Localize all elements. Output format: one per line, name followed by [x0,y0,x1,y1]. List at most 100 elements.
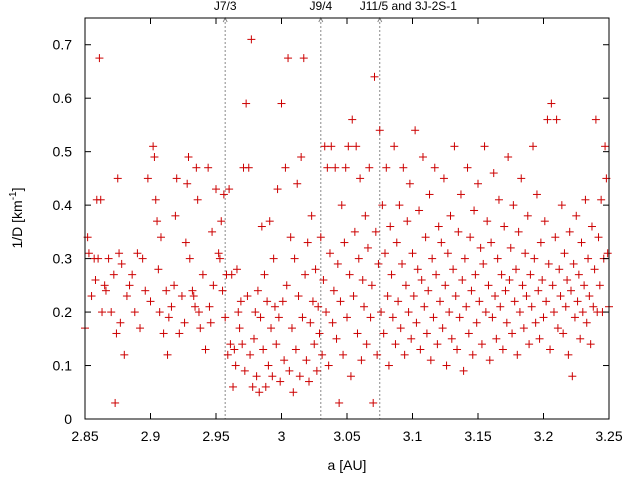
data-point [156,233,165,242]
data-point [256,313,265,322]
data-point [383,292,392,301]
data-point [181,238,190,247]
data-point [115,249,124,258]
data-point [229,382,238,391]
data-point [433,340,442,349]
data-point [180,318,189,327]
data-point [357,356,366,365]
data-point [293,179,302,188]
y-tick-label: 0.4 [53,197,73,213]
data-point [98,308,107,317]
data-point [346,372,355,381]
data-point [471,270,480,279]
data-point [420,302,429,311]
data-point [116,318,125,327]
data-point [184,153,193,162]
y-axis-ticks: 0 0.1 0.2 0.3 0.4 0.5 0.6 0.7 [53,37,609,427]
data-point [84,249,93,258]
y-tick-label: 0.3 [53,251,73,267]
data-point [429,313,438,322]
data-point [204,163,213,172]
data-point [308,297,317,306]
data-point [560,249,569,258]
data-point [377,308,386,317]
data-point [273,185,282,194]
data-point [252,372,261,381]
data-point [362,340,371,349]
data-point [430,163,439,172]
data-point [194,308,203,317]
data-point [219,190,228,199]
data-point [344,142,353,151]
data-point [458,275,467,284]
data-point [589,302,598,311]
data-point [328,318,337,327]
data-point [365,163,374,172]
x-axis-ticks: 2.85 2.9 2.95 3 3.05 3.1 3.15 3.2 3.25 [71,18,623,444]
data-point [171,211,180,220]
data-point [489,169,498,178]
x-tick-label: 3 [278,428,286,444]
data-point [519,324,528,333]
data-point [198,270,207,279]
data-point [539,313,548,322]
data-point [453,345,462,354]
data-point [113,174,122,183]
data-point [551,233,560,242]
data-point [257,222,266,231]
data-point [492,334,501,343]
data-point [163,350,172,359]
data-point [387,270,396,279]
data-point [260,270,269,279]
data-point [460,254,469,263]
data-point [215,254,224,263]
data-point [379,329,388,338]
data-point [329,286,338,295]
data-point [418,153,427,162]
data-point [238,340,247,349]
data-point [501,286,510,295]
data-point [154,265,163,274]
data-point [120,350,129,359]
data-point [248,382,257,391]
data-point [454,227,463,236]
data-point [590,265,599,274]
data-point [375,126,384,135]
data-point [450,142,459,151]
data-point [552,115,561,124]
data-point [438,324,447,333]
data-point [529,142,538,151]
data-point [301,270,310,279]
data-point [511,265,520,274]
data-point [466,233,475,242]
data-point [104,254,113,263]
data-point [567,286,576,295]
data-point [151,195,160,204]
data-point [265,217,274,226]
data-point [331,163,340,172]
data-point [576,334,585,343]
data-point [534,286,543,295]
data-point [323,163,332,172]
data-point [481,308,490,317]
data-point [456,190,465,199]
data-point [243,292,252,301]
data-point [282,281,291,290]
data-point [274,313,283,322]
data-point [403,217,412,226]
data-point [223,350,232,359]
data-point [95,54,104,63]
data-point [255,388,264,397]
data-point [259,345,268,354]
x-tick-label: 3.15 [464,428,491,444]
data-point [366,313,375,322]
data-point [542,297,551,306]
data-point [509,201,518,210]
data-point [540,217,549,226]
data-point [136,324,145,333]
data-point [130,308,139,317]
data-point [497,270,506,279]
data-point [451,292,460,301]
data-point [546,345,555,354]
data-point [337,201,346,210]
